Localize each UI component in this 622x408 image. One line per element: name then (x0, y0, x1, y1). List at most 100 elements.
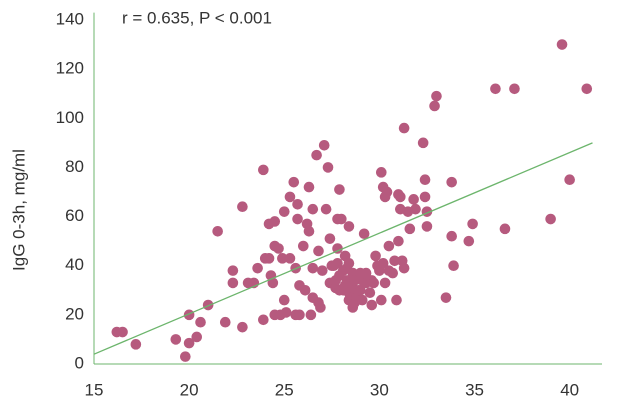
point (280, 307, 292, 318)
point (379, 277, 391, 289)
point (393, 235, 404, 247)
point (383, 240, 395, 252)
point (368, 277, 379, 289)
point (446, 230, 457, 242)
point (410, 203, 421, 215)
point (499, 223, 511, 235)
point (417, 137, 429, 149)
point (258, 314, 269, 326)
point (237, 201, 248, 213)
point (356, 294, 368, 306)
point (278, 206, 290, 217)
point (389, 255, 400, 267)
point (322, 162, 334, 173)
point (130, 339, 142, 350)
point (448, 260, 459, 272)
point (292, 198, 303, 210)
point (324, 233, 336, 244)
point (446, 176, 457, 188)
point (366, 299, 378, 311)
point (334, 184, 345, 195)
point (343, 257, 355, 269)
point (307, 203, 319, 215)
point (332, 243, 343, 254)
point (317, 265, 328, 276)
y-axis-label: IgG 0-3h, mg/ml (9, 149, 28, 271)
point (408, 194, 419, 205)
point (332, 257, 343, 269)
point (398, 262, 410, 274)
point (299, 284, 311, 296)
point (212, 226, 223, 237)
point (267, 277, 279, 289)
point (284, 191, 296, 203)
point (227, 265, 239, 276)
annotation: r = 0.635, P < 0.001 (122, 8, 272, 27)
point (395, 191, 406, 203)
point (180, 351, 191, 362)
point (294, 309, 305, 321)
point (463, 235, 475, 247)
y-tick-label: 0 (75, 353, 84, 372)
point (545, 213, 556, 225)
point (343, 221, 355, 232)
y-tick-label: 100 (56, 108, 84, 127)
point (269, 216, 281, 227)
x-tick-label: 35 (465, 380, 484, 399)
point (341, 275, 353, 286)
point (284, 253, 296, 264)
point (313, 245, 324, 257)
point (183, 337, 195, 349)
point (336, 213, 347, 225)
point (467, 218, 478, 230)
point (421, 221, 433, 232)
point (278, 294, 290, 306)
point (358, 228, 370, 240)
point (202, 299, 214, 311)
point (377, 257, 389, 269)
point (273, 243, 284, 254)
point (303, 181, 315, 193)
point (387, 267, 399, 279)
point (277, 253, 288, 264)
point (349, 275, 360, 286)
trend-line (93, 142, 593, 355)
point (509, 83, 520, 95)
y-tick-label: 120 (56, 59, 84, 78)
point (311, 149, 322, 161)
y-tick-label: 20 (65, 304, 84, 323)
point (360, 267, 372, 279)
point (564, 174, 575, 185)
point (297, 240, 309, 252)
point (219, 316, 231, 328)
x-tick-label: 30 (370, 380, 389, 399)
point (375, 294, 387, 306)
point (381, 186, 393, 198)
point (355, 284, 366, 296)
point (258, 164, 269, 176)
point (391, 294, 402, 306)
y-tick-label: 40 (65, 255, 84, 274)
y-tick-label: 80 (65, 157, 84, 176)
point (431, 90, 442, 102)
point (263, 253, 275, 264)
point (170, 334, 182, 345)
point (320, 203, 332, 215)
point (440, 292, 452, 303)
point (490, 83, 501, 95)
point (195, 316, 206, 328)
point (191, 331, 203, 343)
point (429, 100, 440, 112)
point (237, 321, 248, 333)
point (370, 250, 381, 262)
x-tick-label: 40 (560, 380, 579, 399)
point (315, 302, 326, 313)
x-tick-label: 25 (275, 380, 294, 399)
point (117, 326, 128, 338)
point (288, 176, 300, 188)
point (581, 83, 593, 95)
point (375, 167, 387, 178)
point (305, 309, 317, 321)
point (252, 262, 263, 274)
